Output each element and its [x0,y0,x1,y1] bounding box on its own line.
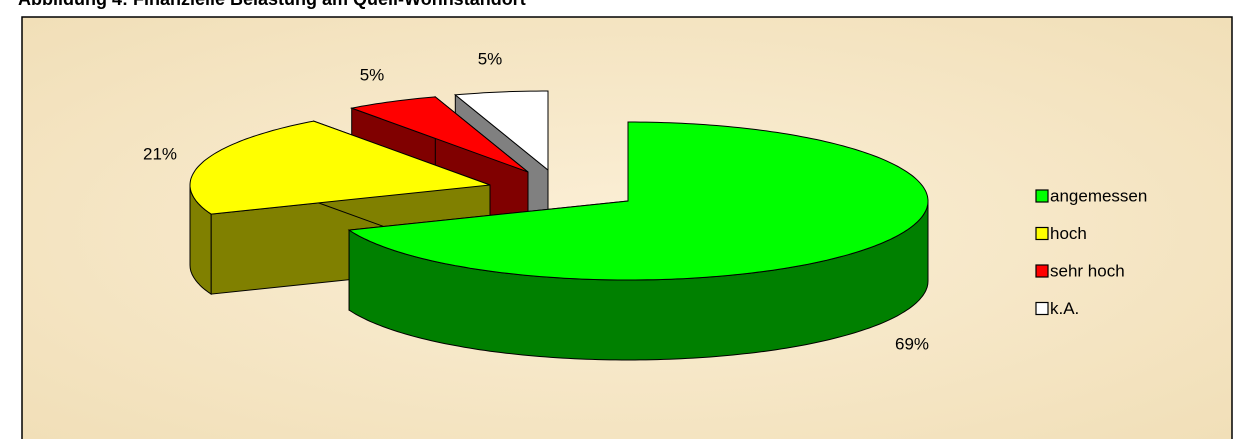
chart-title: Abbildung 4: Finanzielle Belastung am Qu… [18,0,526,9]
legend-swatch [1035,301,1049,316]
data-label: 69% [895,334,929,353]
data-label: 5% [360,65,385,84]
legend-label: sehr hoch [1050,261,1125,280]
pie-slice [189,120,491,296]
legend-swatch [1035,226,1049,241]
slice-top [454,90,549,172]
legend-label: angemessen [1050,186,1147,205]
slice-top [349,96,529,173]
data-label: 5% [478,49,503,68]
data-label: 21% [143,144,177,163]
slice-top [347,121,929,281]
legend-swatch [1035,264,1049,278]
legend-label: k.A. [1050,299,1079,318]
legend-label: hoch [1050,224,1087,243]
pie-slice [347,121,929,361]
legend-swatch [1035,189,1049,203]
slice-top [189,120,491,215]
